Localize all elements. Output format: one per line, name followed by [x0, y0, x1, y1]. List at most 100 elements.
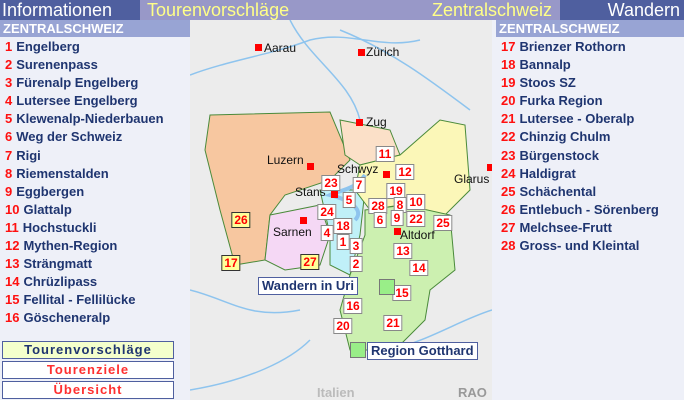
- gotthard-green-square[interactable]: [350, 342, 366, 358]
- map-marker-4[interactable]: 4: [320, 225, 334, 241]
- map-marker-24[interactable]: 24: [317, 204, 337, 220]
- map-marker-26[interactable]: 26: [231, 212, 251, 228]
- tour-number: 22: [501, 129, 516, 145]
- tour-item[interactable]: 22 Chinzig Chulm: [501, 128, 659, 146]
- tour-number: 5: [5, 111, 13, 127]
- tour-number: 11: [5, 219, 19, 235]
- label-rao: RAO: [458, 385, 487, 400]
- map-marker-12[interactable]: 12: [395, 164, 415, 180]
- map-marker-28[interactable]: 28: [368, 198, 388, 214]
- tourenziele-button[interactable]: Tourenziele: [2, 361, 174, 379]
- map-marker-10[interactable]: 10: [406, 194, 426, 210]
- tour-item[interactable]: 23 Bürgenstock: [501, 147, 659, 165]
- uri-green-square[interactable]: [379, 279, 395, 295]
- tour-label: Glattalp: [23, 201, 72, 217]
- tour-label: Gross- und Kleintal: [519, 238, 640, 254]
- tour-number: 2: [5, 57, 13, 73]
- city-dot-schwyz: [383, 171, 390, 178]
- wandern-in-uri-link[interactable]: Wandern in Uri: [258, 277, 358, 295]
- map-marker-2[interactable]: 2: [349, 256, 363, 272]
- map-marker-13[interactable]: 13: [393, 243, 413, 259]
- tour-item[interactable]: 1 Engelberg: [5, 38, 164, 56]
- header-informationen[interactable]: Informationen: [0, 0, 140, 20]
- tour-number: 23: [501, 147, 516, 163]
- map-marker-22[interactable]: 22: [406, 211, 426, 227]
- map-marker-6[interactable]: 6: [373, 212, 387, 228]
- tour-label: Mythen-Region: [23, 238, 118, 254]
- city-dot-altdorf: [394, 228, 401, 235]
- map-marker-17[interactable]: 17: [221, 255, 241, 271]
- tour-item[interactable]: 4 Lutersee Engelberg: [5, 92, 164, 110]
- tour-item[interactable]: 5 Klewenalp-Niederbauen: [5, 110, 164, 128]
- tour-item[interactable]: 26 Entlebuch - Sörenberg: [501, 201, 659, 219]
- tour-label: Melchsee-Frutt: [519, 219, 612, 235]
- label-italien: Italien: [317, 385, 355, 400]
- tour-item[interactable]: 28 Gross- und Kleintal: [501, 237, 659, 255]
- map-marker-25[interactable]: 25: [433, 215, 453, 231]
- tour-number: 20: [501, 93, 516, 109]
- map-marker-1[interactable]: 1: [336, 234, 350, 250]
- map-marker-23[interactable]: 23: [321, 175, 341, 191]
- region-gotthard-link[interactable]: Region Gotthard: [367, 342, 478, 360]
- map-marker-18[interactable]: 18: [333, 218, 353, 234]
- tour-label: Bannalp: [519, 57, 571, 73]
- right-section-title: ZENTRALSCHWEIZ: [496, 20, 684, 37]
- tour-label: Klewenalp-Niederbauen: [16, 111, 164, 127]
- tour-item[interactable]: 12 Mythen-Region: [5, 237, 164, 255]
- tour-item[interactable]: 18 Bannalp: [501, 56, 659, 74]
- tour-item[interactable]: 13 Strängmatt: [5, 255, 164, 273]
- tour-item[interactable]: 17 Brienzer Rothorn: [501, 38, 659, 56]
- tour-item[interactable]: 7 Rigi: [5, 147, 164, 165]
- map-marker-21[interactable]: 21: [383, 315, 403, 331]
- map-marker-16[interactable]: 16: [343, 298, 363, 314]
- map-marker-3[interactable]: 3: [349, 238, 363, 254]
- map-marker-11[interactable]: 11: [375, 146, 395, 162]
- map-marker-7[interactable]: 7: [352, 177, 366, 193]
- tour-number: 13: [5, 256, 20, 272]
- tour-number: 17: [501, 39, 516, 54]
- map-marker-5[interactable]: 5: [342, 192, 356, 208]
- tour-label: Stoos SZ: [519, 75, 576, 91]
- tour-label: Riemenstalden: [16, 165, 109, 181]
- tour-number: 19: [501, 75, 516, 91]
- tour-number: 21: [501, 111, 516, 127]
- map-marker-15[interactable]: 15: [392, 285, 412, 301]
- tour-label: Furka Region: [519, 93, 603, 109]
- map-marker-20[interactable]: 20: [333, 318, 353, 334]
- map-marker-27[interactable]: 27: [300, 254, 320, 270]
- tour-item[interactable]: 19 Stoos SZ: [501, 74, 659, 92]
- tour-number: 28: [501, 238, 516, 254]
- tour-item[interactable]: 6 Weg der Schweiz: [5, 128, 164, 146]
- tour-number: 1: [5, 39, 13, 54]
- map-marker-9[interactable]: 9: [390, 210, 404, 226]
- uebersicht-button[interactable]: Übersicht: [2, 381, 174, 399]
- tour-label: Haldigrat: [519, 165, 576, 181]
- header-wandern[interactable]: Wandern: [560, 0, 684, 20]
- tour-item[interactable]: 16 Göscheneralp: [5, 309, 164, 327]
- tour-item[interactable]: 14 Chrüzlipass: [5, 273, 164, 291]
- tour-item[interactable]: 15 Fellital - Fellilücke: [5, 291, 164, 309]
- city-stans: Stans: [295, 185, 326, 199]
- tour-number: 24: [501, 165, 516, 181]
- tour-label: Bürgenstock: [519, 147, 599, 163]
- tour-item[interactable]: 9 Eggbergen: [5, 183, 164, 201]
- map-marker-14[interactable]: 14: [409, 260, 429, 276]
- tour-item[interactable]: 11 Hochstuckli: [5, 219, 164, 237]
- tour-item[interactable]: 21 Lutersee - Oberalp: [501, 110, 659, 128]
- city-luzern: Luzern: [267, 153, 304, 167]
- tour-item[interactable]: 20 Furka Region: [501, 92, 659, 110]
- city-dot-sarnen: [300, 217, 307, 224]
- tour-item[interactable]: 24 Haldigrat: [501, 165, 659, 183]
- tourenvorschlaege-button[interactable]: Tourenvorschläge: [2, 341, 174, 359]
- tour-label: Fellital - Fellilücke: [23, 292, 136, 308]
- right-tour-list: 17 Brienzer Rothorn 18 Bannalp 19 Stoos SZ 20 F…: [501, 38, 659, 255]
- tour-item[interactable]: 8 Riemenstalden: [5, 165, 164, 183]
- tour-item[interactable]: 25 Schächental: [501, 183, 659, 201]
- tour-number: 12: [5, 238, 20, 254]
- tour-item[interactable]: 3 Fürenalp Engelberg: [5, 74, 164, 92]
- tour-number: 9: [5, 183, 13, 199]
- tour-item[interactable]: 27 Melchsee-Frutt: [501, 219, 659, 237]
- tour-label: Lutersee Engelberg: [16, 93, 138, 109]
- tour-item[interactable]: 10 Glattalp: [5, 201, 164, 219]
- tour-item[interactable]: 2 Surenenpass: [5, 56, 164, 74]
